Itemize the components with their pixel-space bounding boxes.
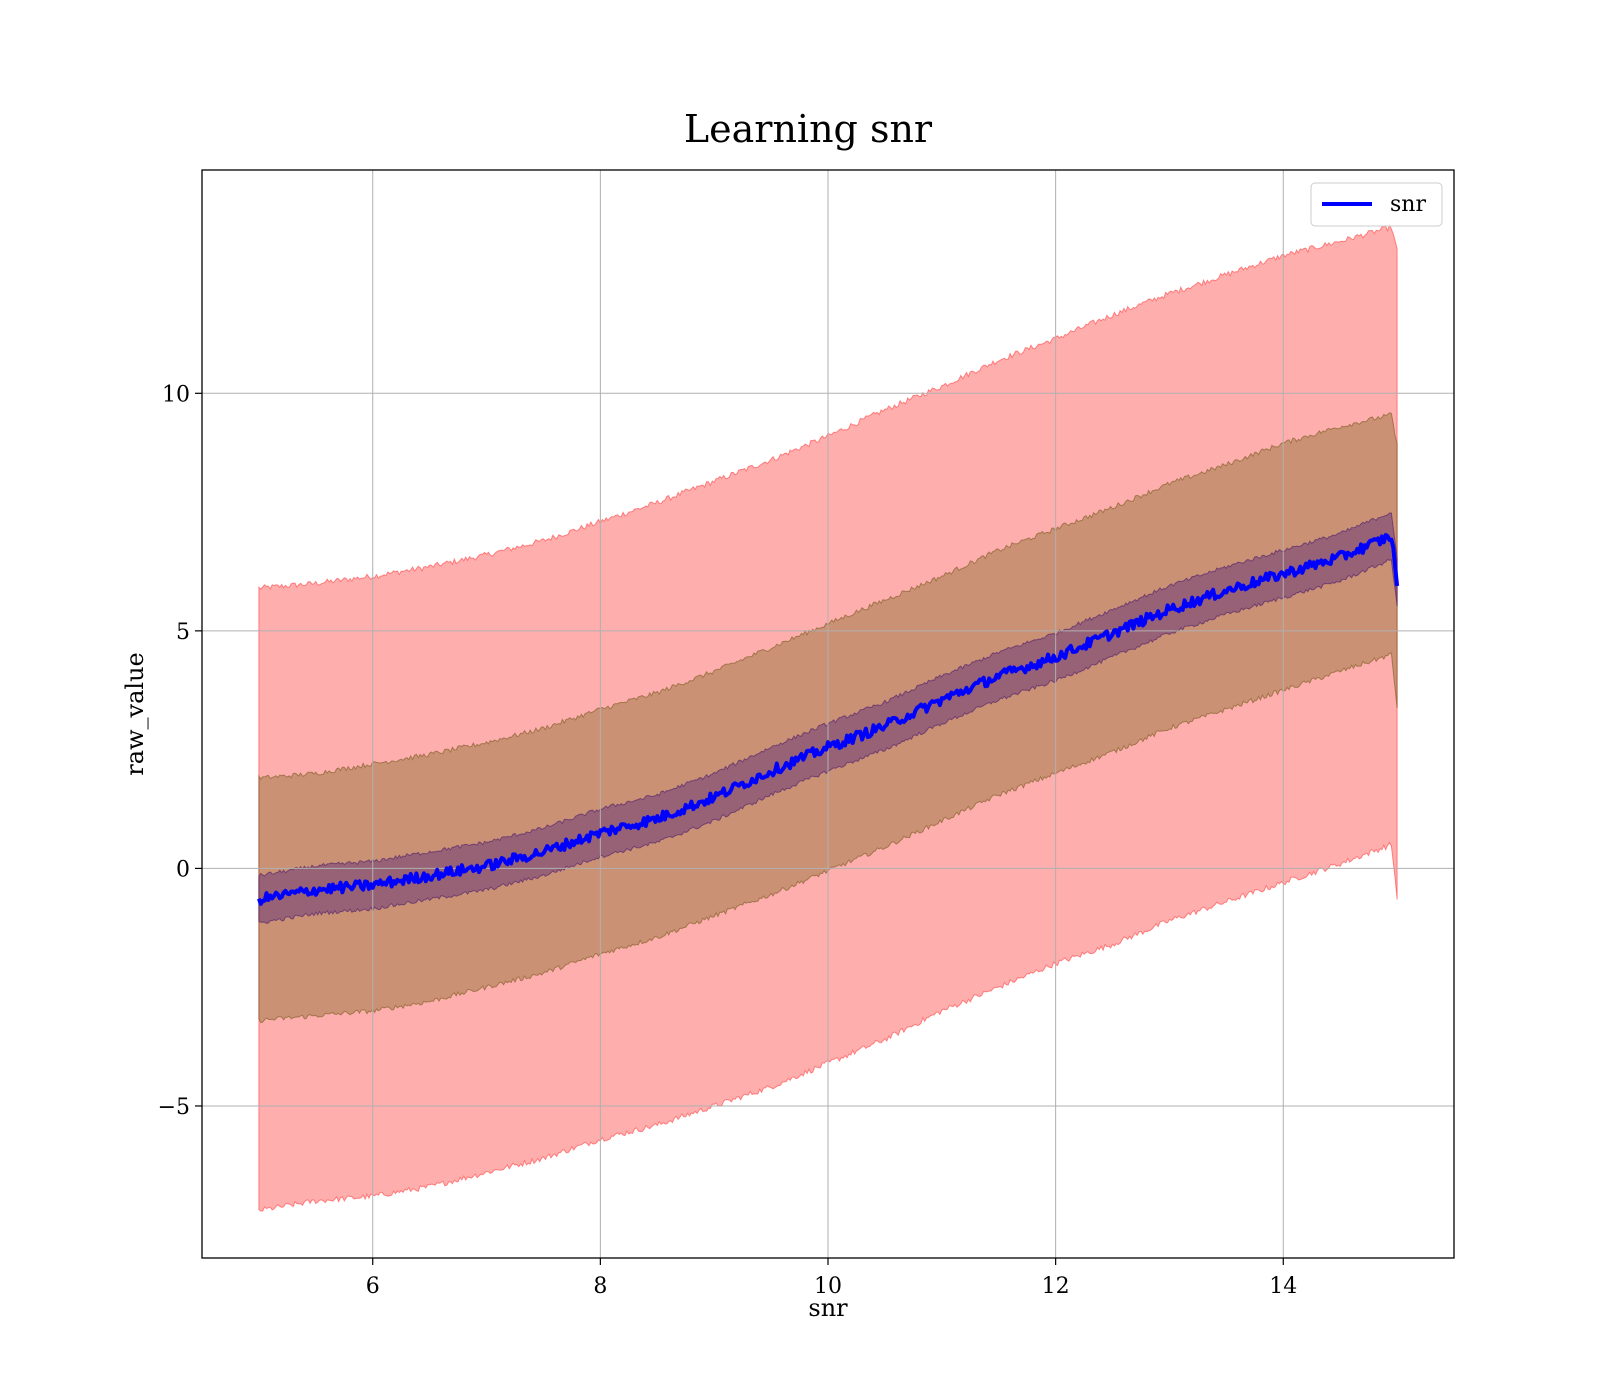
legend-box <box>1310 182 1443 227</box>
series-line-snr <box>257 533 1400 906</box>
band-3 <box>258 512 1398 924</box>
y-axis: −5 0 5 10 <box>158 382 202 1120</box>
x-axis: 6 8 10 12 14 <box>366 1258 1297 1299</box>
plot-area <box>201 169 1455 1259</box>
legend-label-snr: snr <box>1390 192 1426 217</box>
y-tick-label-3: 10 <box>162 382 190 407</box>
legend: snr <box>1310 182 1443 227</box>
series-layer <box>257 533 1400 906</box>
y-tick-label-0: −5 <box>158 1095 190 1120</box>
x-axis-label: snr <box>808 1294 848 1322</box>
x-tick-label-1: 8 <box>593 1274 607 1299</box>
y-tick-label-2: 5 <box>176 620 190 645</box>
x-tick-label-4: 14 <box>1269 1274 1297 1299</box>
chart-title: Learning snr <box>684 107 933 151</box>
x-tick-label-3: 12 <box>1042 1274 1070 1299</box>
x-tick-label-2: 10 <box>814 1274 842 1299</box>
y-tick-label-1: 0 <box>176 857 190 882</box>
grid-layer <box>202 170 1454 1258</box>
y-axis-label: raw_value <box>121 652 149 776</box>
x-tick-label-0: 6 <box>366 1274 380 1299</box>
